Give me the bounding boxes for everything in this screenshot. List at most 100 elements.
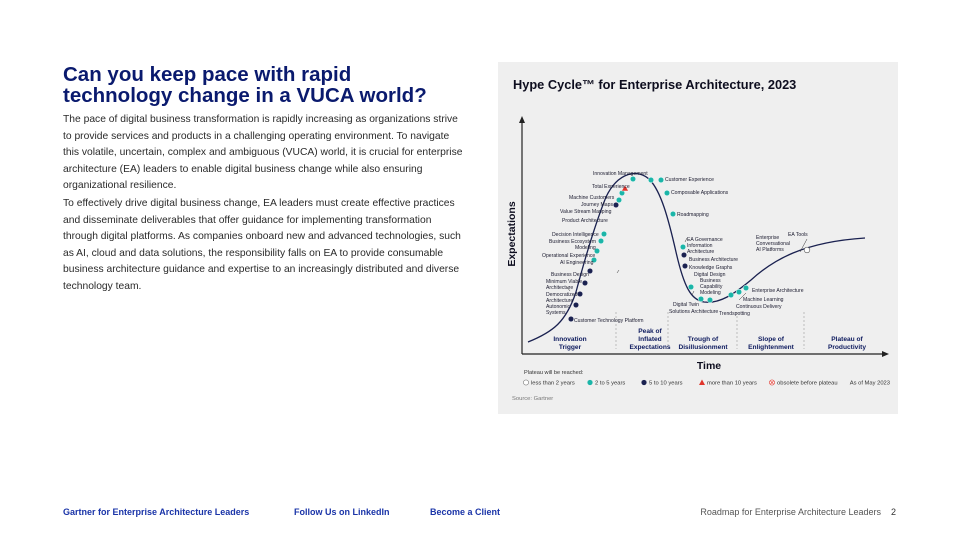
hype-curve	[527, 172, 866, 343]
headline-line-1: Can you keep pace with rapid	[63, 63, 352, 86]
label-autonomic-systems: Systems	[546, 310, 566, 316]
label-capability-modeling: Modeling	[700, 290, 721, 296]
footer-doc-info: Roadmap for Enterprise Architecture Lead…	[620, 507, 896, 517]
label-customer-experience: Customer Experience	[665, 177, 714, 183]
phase-innovation-trigger-2: Trigger	[559, 344, 582, 351]
marker-business-ecosystem-modeling	[597, 237, 605, 245]
legend-less-than-2-years-icon	[523, 379, 529, 386]
page-number: 2	[890, 507, 896, 517]
phase-trough-1: Trough of	[688, 336, 719, 343]
hype-cycle-title: Hype Cycle™ for Enterprise Architecture,…	[513, 77, 797, 92]
label-roadmapping: Roadmapping	[677, 212, 709, 218]
hype-cycle-panel: Hype Cycle™ for Enterprise Architecture,…	[498, 62, 898, 414]
marker-customer-technology-platform	[567, 315, 575, 323]
marker-business-architecture	[680, 251, 688, 259]
phase-peak-3: Expectations	[629, 344, 670, 351]
marker-ea-governance	[679, 243, 687, 251]
marker-business-capability-modeling	[687, 283, 695, 291]
y-axis-label: Expectations	[506, 201, 518, 267]
label-machine-learning: Machine Learning	[743, 297, 784, 303]
leader-line	[684, 237, 688, 243]
y-axis-arrow	[519, 116, 525, 123]
label-business-architecture: Business Architecture	[689, 257, 738, 263]
label-innovation-management: Innovation Management	[593, 171, 648, 177]
as-of-date: As of May 2023	[850, 381, 890, 387]
leader-line	[566, 286, 571, 292]
label-value-stream-mapping: Value Stream Mapping	[560, 209, 612, 215]
label-minimum-viable: Minimum Viable	[546, 279, 582, 285]
marker-knowledge-graphs	[681, 262, 689, 270]
label-business-ecosystem-modeling: Modeling	[575, 245, 596, 251]
label-information: Information	[687, 243, 713, 249]
footer-link-ea-leaders[interactable]: Gartner for Enterprise Architecture Lead…	[63, 507, 249, 517]
label-operational-experience: Operational Experience	[542, 253, 595, 259]
legend-5-to-10-years-icon	[641, 379, 647, 386]
leader-line	[691, 290, 695, 296]
label-enterprise: Enterprise	[756, 235, 779, 241]
legend-5-to-10-years: 5 to 10 years	[649, 381, 683, 387]
label-product-architecture: Product Architecture	[562, 218, 608, 224]
label-total-experience: Total Experience	[592, 184, 630, 190]
label-ea-governance: EA Governance	[687, 237, 723, 243]
phase-trough-2: Disillusionment	[678, 344, 728, 351]
label-machine-customers: Machine Customers	[569, 195, 615, 201]
label-digital-design: Digital Design	[694, 272, 726, 278]
label-decision-intelligence: Decision Intelligence	[552, 232, 599, 238]
label-autonomic: Autonomic	[546, 304, 571, 310]
marker-business-design	[586, 267, 594, 275]
label-customer-technology-platform: Customer Technology Platform	[574, 318, 644, 324]
marker-autonomic-systems	[572, 301, 580, 309]
label-information-architecture: Architecture	[687, 249, 714, 255]
legend-obsolete: obsolete before plateau	[777, 381, 838, 387]
marker-total-experience	[629, 175, 637, 183]
label-ai-platforms: AI Platforms	[756, 247, 784, 253]
marker-machine-learning	[735, 288, 743, 296]
marker-composable-applications	[663, 189, 671, 197]
headline-line-2: technology change in a VUCA world?	[63, 84, 427, 107]
leader-line	[799, 238, 808, 253]
marker-ai-engineering	[590, 256, 598, 264]
marker-operational-experience	[593, 247, 601, 255]
footer-link-linkedin[interactable]: Follow Us on LinkedIn	[294, 507, 390, 517]
footer-link-become-client[interactable]: Become a Client	[430, 507, 500, 517]
phase-peak-2: Inflated	[638, 336, 661, 343]
marker-product-architecture	[612, 201, 620, 209]
phase-plateau-2: Productivity	[828, 344, 866, 351]
phase-slope-2: Enlightenment	[748, 344, 795, 351]
label-ea-tools: EA Tools	[788, 232, 808, 238]
footer-link-ea-leaders-text[interactable]: Gartner for Enterprise Architecture Lead…	[63, 507, 250, 517]
label-capability: Capability	[700, 284, 723, 290]
footer-doc-title: Roadmap for Enterprise Architecture Lead…	[700, 507, 881, 517]
legend-2-to-5-years: 2 to 5 years	[595, 381, 625, 387]
phase-plateau-1: Plateau of	[831, 336, 863, 343]
hype-cycle-chart: Expectations Time Innovation Trigger Pea…	[506, 116, 890, 402]
footer-link-linkedin-text[interactable]: Follow Us on LinkedIn	[294, 507, 390, 517]
label-business-design: Business Design	[551, 272, 589, 278]
label-journey-maps: Journey Maps	[581, 202, 613, 208]
page-headline: Can you keep pace with rapid technology …	[63, 64, 483, 106]
legend-less-than-2-years: less than 2 years	[531, 381, 575, 387]
marker-innovation-management	[647, 176, 655, 184]
phase-innovation-trigger-1: Innovation	[553, 336, 586, 343]
label-ai-engineering: AI Engineering	[560, 260, 594, 266]
second-paragraph: To effectively drive digital business ch…	[63, 198, 461, 292]
footer-link-become-client-text[interactable]: Become a Client	[430, 507, 501, 517]
label-knowledge-graphs: Knowledge Graphs	[689, 265, 733, 271]
legend-obsolete-icon-stroke	[770, 380, 774, 385]
marker-ea-tools	[803, 246, 811, 254]
marker-value-stream-mapping	[615, 196, 623, 204]
legend-title: Plateau will be reached:	[524, 370, 584, 376]
x-axis-arrow	[882, 351, 889, 357]
marker-digital-twin	[697, 295, 705, 303]
label-conversational: Conversational	[756, 241, 790, 247]
marker-machine-customers	[621, 184, 629, 192]
leader-line	[738, 292, 747, 301]
legend-more-than-10-years-icon	[699, 379, 705, 385]
legend-more-than-10-years: more than 10 years	[707, 381, 757, 387]
marker-minimum-viable-architecture	[581, 279, 589, 287]
label-composable-applications: Composable Applications	[671, 190, 729, 196]
phase-slope-1: Slope of	[758, 336, 785, 343]
marker-enterprise-architecture	[742, 284, 750, 292]
label-trendspotting: Trendspotting	[719, 311, 750, 317]
label-business-ecosystem: Business Ecosystem	[549, 239, 596, 245]
